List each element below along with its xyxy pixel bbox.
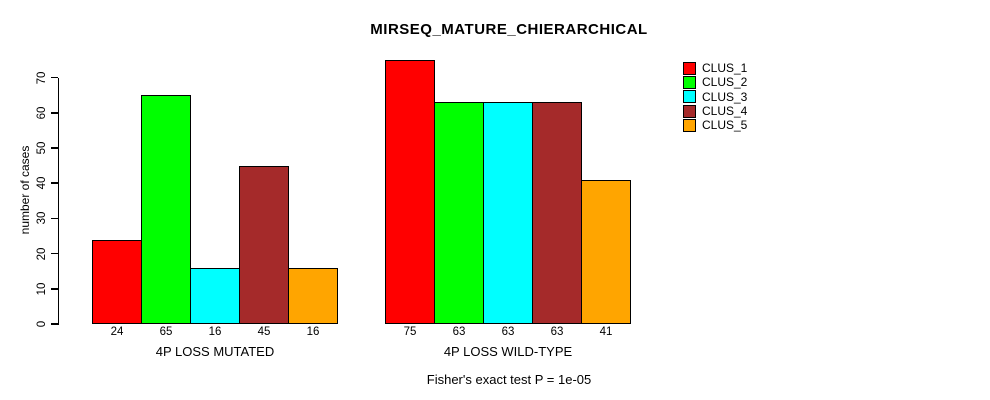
- y-tick-mark: [50, 252, 58, 255]
- chart-title: MIRSEQ_MATURE_CHIERARCHICAL: [370, 21, 648, 38]
- legend: CLUS_1 CLUS_2 CLUS_3 CLUS_4 CLUS_5: [683, 61, 747, 132]
- bar-value-label: 16: [306, 326, 320, 338]
- legend-label: CLUS_2: [702, 75, 748, 90]
- bar-clus_3-group2: [483, 102, 533, 324]
- bar-value-label: 75: [403, 326, 417, 338]
- y-tick-mark: [50, 147, 58, 149]
- y-tick-mark: [50, 217, 58, 220]
- bar-value-label: 63: [550, 326, 564, 338]
- legend-item-clus_4: CLUS_4: [683, 104, 747, 118]
- bar-clus_1-group2: [385, 60, 435, 324]
- bar-value-label: 41: [599, 326, 613, 338]
- group-label: 4P LOSS WILD-TYPE: [443, 344, 573, 359]
- legend-swatch-clus_3: [683, 90, 696, 104]
- legend-item-clus_2: CLUS_2: [683, 75, 747, 89]
- y-tick-mark: [50, 288, 58, 290]
- bar-clus_1-group1: [92, 239, 142, 324]
- y-tick-label: 60: [36, 106, 48, 120]
- y-tick-label: 0: [36, 320, 48, 328]
- bar-clus_5-group1: [288, 267, 338, 324]
- legend-label: CLUS_4: [702, 104, 748, 119]
- y-axis-label-text: number of cases: [18, 145, 32, 235]
- bar-clus_3-group1: [190, 267, 240, 324]
- y-tick-mark: [50, 182, 58, 184]
- legend-swatch-clus_4: [683, 104, 696, 118]
- y-tick-label: 40: [36, 176, 48, 190]
- y-tick-mark: [50, 76, 58, 79]
- y-tick-label: 10: [36, 282, 48, 296]
- y-tick-mark: [50, 112, 58, 114]
- bar-clus_5-group2: [581, 179, 631, 324]
- caption-text: Fisher's exact test P = 1e-05: [426, 372, 592, 387]
- bar-value-label: 63: [501, 326, 515, 338]
- legend-item-clus_1: CLUS_1: [683, 61, 747, 75]
- legend-swatch-clus_5: [683, 118, 696, 132]
- bar-value-label: 65: [159, 326, 173, 338]
- bar-value-label: 63: [452, 326, 466, 338]
- bar-clus_4-group1: [239, 165, 289, 324]
- y-tick-mark: [50, 323, 58, 325]
- legend-label: CLUS_3: [702, 89, 748, 104]
- legend-swatch-clus_1: [683, 61, 696, 75]
- legend-item-clus_5: CLUS_5: [683, 118, 747, 132]
- bar-clus_4-group2: [532, 102, 582, 324]
- legend-item-clus_3: CLUS_3: [683, 90, 747, 104]
- y-tick-label: 30: [36, 211, 48, 225]
- legend-label: CLUS_5: [702, 118, 748, 133]
- group-label: 4P LOSS MUTATED: [155, 344, 275, 359]
- legend-label: CLUS_1: [702, 61, 748, 76]
- bar-value-label: 24: [110, 326, 124, 338]
- y-tick-label: 50: [36, 141, 48, 155]
- bar-value-label: 16: [208, 326, 222, 338]
- bar-value-label: 45: [257, 326, 271, 338]
- y-tick-label: 20: [36, 247, 48, 260]
- legend-swatch-clus_2: [683, 75, 696, 89]
- y-axis-line: [57, 77, 59, 326]
- y-tick-label: 70: [36, 71, 48, 84]
- bar-clus_2-group1: [141, 95, 191, 324]
- bar-clus_2-group2: [434, 102, 484, 324]
